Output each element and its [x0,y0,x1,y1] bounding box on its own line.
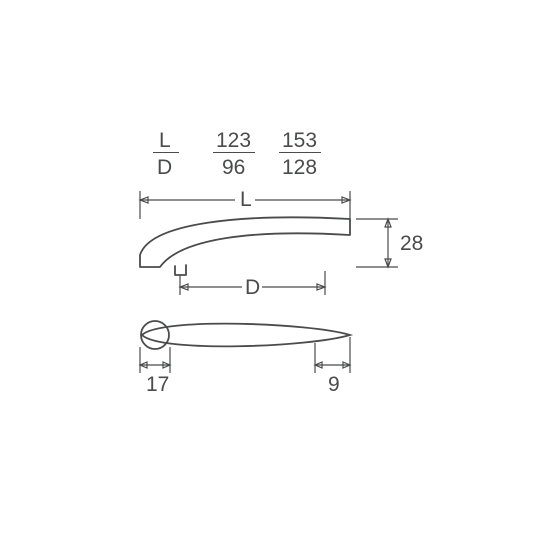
label-L: L [240,189,252,210]
table-rule-1 [213,152,255,153]
table-rule-0 [153,152,179,153]
top-view [141,321,350,349]
label-D: D [245,277,260,298]
table-c2-D: 128 [282,157,317,178]
side-profile [140,217,350,275]
label-28: 28 [400,233,423,254]
table-row-L: L [159,130,171,151]
dim-base [140,347,170,373]
drawing-svg [120,195,430,395]
table-rule-2 [279,152,321,153]
dim-height [356,219,398,267]
label-17: 17 [146,374,169,395]
table-c2-L: 153 [282,130,317,151]
dim-tip [315,337,350,373]
label-9: 9 [328,374,340,395]
table-c1-L: 123 [216,130,251,151]
technical-drawing: { "stroke_color":"#4a4b4c", "background_… [0,0,550,550]
table-c1-D: 96 [222,157,245,178]
table-row-D: D [157,157,172,178]
